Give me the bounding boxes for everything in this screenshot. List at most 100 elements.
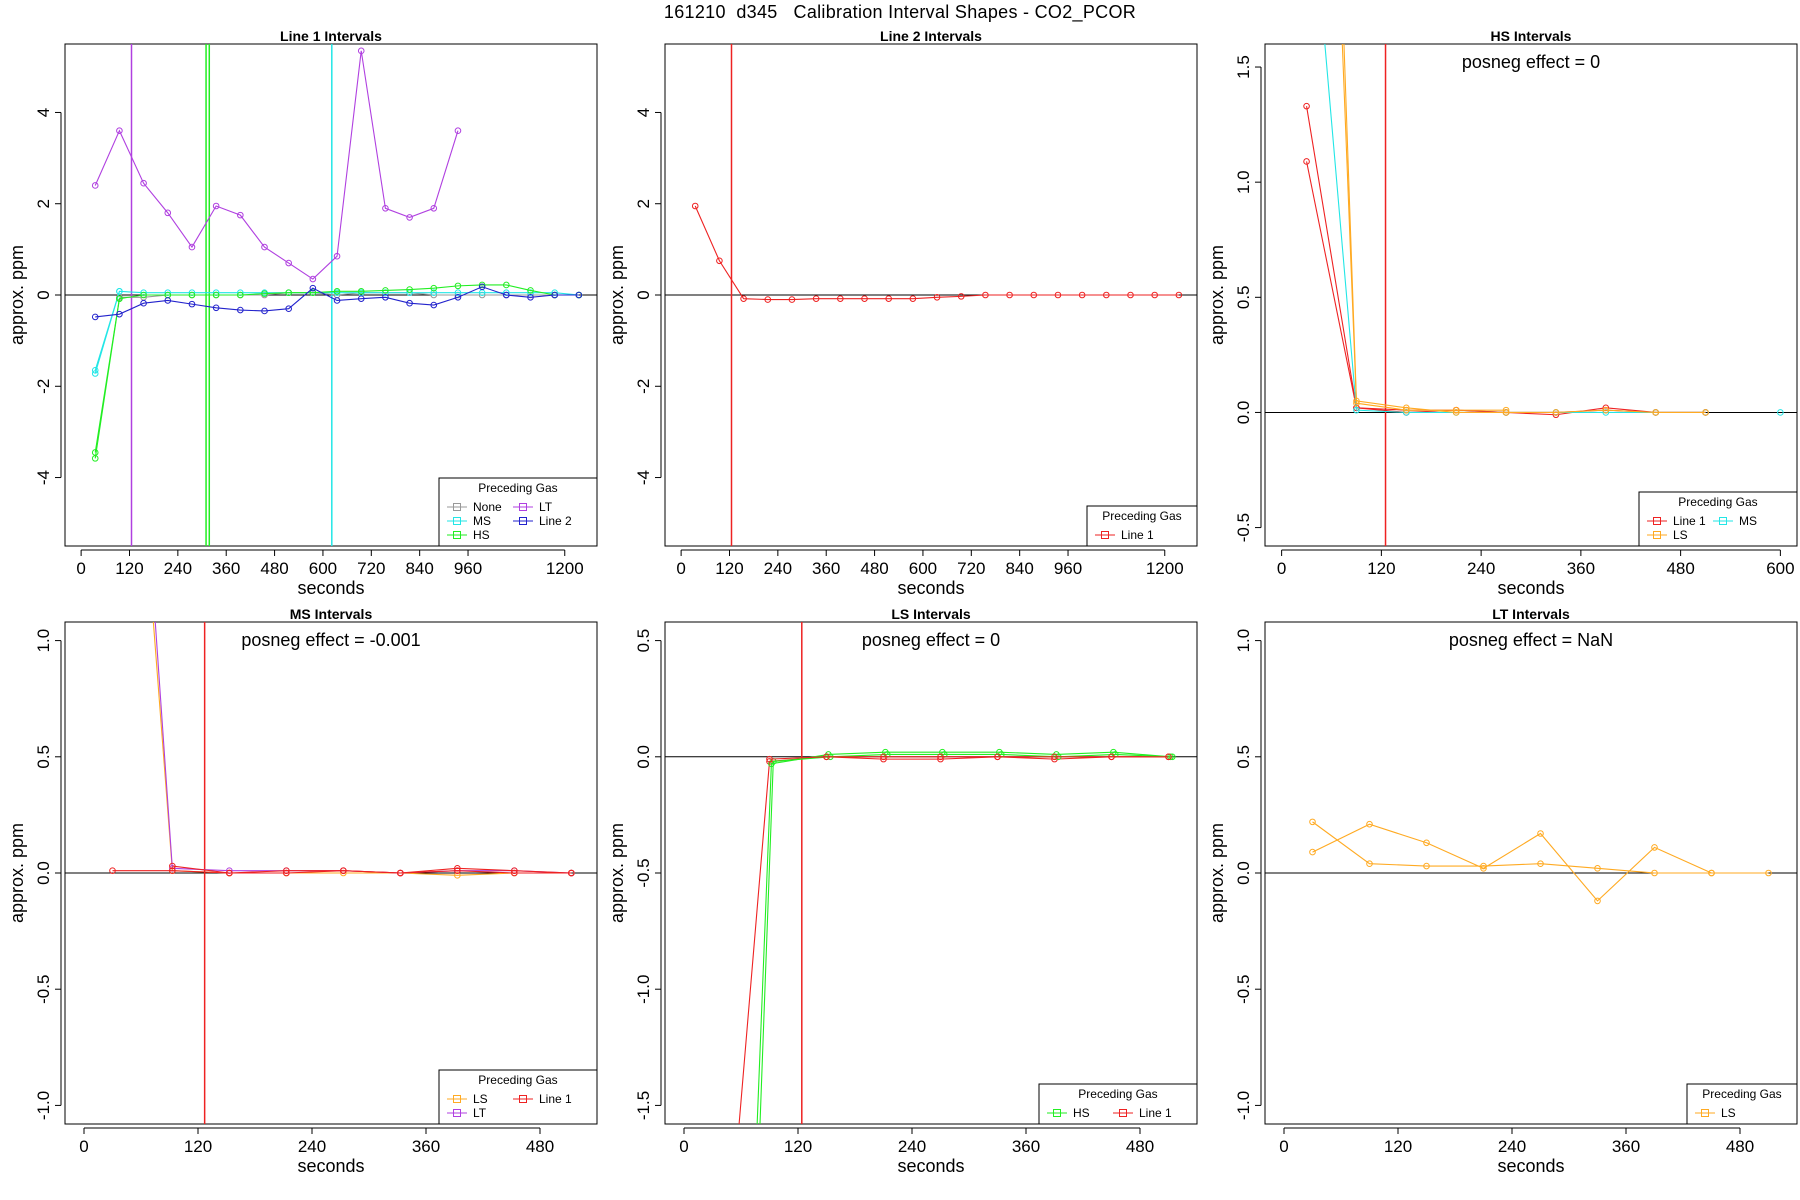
data-point-lt xyxy=(91,182,99,189)
data-point-line-2 xyxy=(261,307,268,315)
series-line-line-1 xyxy=(1306,161,1706,413)
data-point-line-1 xyxy=(169,867,176,874)
legend: Preceding Gas Line 1 xyxy=(1086,505,1198,547)
legend-marker-hs xyxy=(453,531,461,539)
legend-marker-ms xyxy=(1719,517,1727,525)
data-point-ls xyxy=(1353,399,1360,407)
data-point-hs xyxy=(212,291,220,299)
data-point-line-1 xyxy=(1151,291,1158,299)
panel-title: HS Intervals xyxy=(1491,28,1572,44)
data-point-hs xyxy=(91,455,99,462)
data-point-ls xyxy=(1537,830,1544,837)
x-tick-label: 360 xyxy=(812,559,840,578)
data-point-line-1 xyxy=(812,295,820,302)
plot-frame xyxy=(664,621,1198,1125)
data-point-ls xyxy=(1765,869,1772,877)
data-point-line-1 xyxy=(1103,291,1110,299)
legend-entry-none: None xyxy=(473,500,502,514)
data-point-line-1 xyxy=(1054,291,1062,299)
data-point-line-1 xyxy=(1006,291,1013,299)
data-point-ms xyxy=(116,288,123,295)
legend-entry-line-1: Line 1 xyxy=(539,1092,572,1106)
data-point-line-1 xyxy=(909,295,917,302)
data-point-lt xyxy=(188,243,196,251)
plot-area xyxy=(65,622,597,1124)
panel-title: LS Intervals xyxy=(891,606,971,622)
data-point-line-1 xyxy=(169,862,176,870)
legend-box xyxy=(1638,491,1798,547)
data-point-lt xyxy=(237,211,244,219)
panel-ls-intervals: LS Intervals 0 120 240 360 480 -1.5 -1.0 -0.5 0.0… xyxy=(607,606,1198,1176)
x-tick-label: 120 xyxy=(115,559,143,578)
data-point-line-1 xyxy=(1165,753,1172,761)
data-point-ls xyxy=(1480,865,1487,872)
x-tick-label: 120 xyxy=(184,1137,212,1156)
y-tick-label: 1.5 xyxy=(1234,55,1253,79)
data-point-line-2 xyxy=(237,306,244,314)
data-point-ls xyxy=(1702,409,1709,416)
series-line-ls xyxy=(1341,44,1507,411)
data-point-line-1 xyxy=(1051,753,1058,761)
legend: Preceding Gas Line 1 MS LS xyxy=(1638,491,1798,547)
y-tick-label: 2 xyxy=(634,199,653,208)
series-line-ls xyxy=(1312,823,1712,902)
y-tick-label: -4 xyxy=(34,470,53,485)
data-point-ls xyxy=(1309,848,1316,856)
data-point-line-1 xyxy=(766,755,773,763)
posneg-annotation: posneg effect = -0.001 xyxy=(241,630,420,650)
y-axis-label: approx. ppm xyxy=(7,823,27,923)
y-tick-label: -1.0 xyxy=(1234,1091,1253,1120)
y-tick-label: 1.0 xyxy=(34,629,53,653)
x-tick-label: 480 xyxy=(860,559,888,578)
y-tick-label: -0.5 xyxy=(634,858,653,887)
data-point-line-1 xyxy=(764,296,772,303)
series-line-lt xyxy=(154,622,572,874)
series-line-ls xyxy=(152,622,572,876)
x-tick-label: 480 xyxy=(260,559,288,578)
data-point-line-1 xyxy=(740,295,747,302)
legend-marker-line-1 xyxy=(1653,517,1661,525)
x-axis-label: seconds xyxy=(897,1156,964,1176)
legend-box xyxy=(1686,1083,1798,1125)
series-line-line-1 xyxy=(172,865,572,874)
data-point-line-1 xyxy=(937,753,944,761)
y-tick-label: 1.0 xyxy=(1234,170,1253,194)
data-point-lt xyxy=(261,243,268,251)
x-tick-label: 240 xyxy=(1467,559,1495,578)
data-point-line-2 xyxy=(357,295,365,302)
legend-entry-ls: LS xyxy=(473,1092,488,1106)
data-point-line-1 xyxy=(1175,291,1183,299)
data-point-line-1 xyxy=(885,295,892,302)
data-point-hs xyxy=(430,284,438,292)
data-point-line-1 xyxy=(397,869,404,877)
y-axis-label: approx. ppm xyxy=(607,245,627,345)
series-line-hs xyxy=(759,753,1173,1124)
series-line-line-1 xyxy=(1306,106,1706,416)
data-point-ls xyxy=(1651,869,1658,877)
y-tick-label: 0.0 xyxy=(34,861,53,885)
legend-marker-line-1 xyxy=(1119,1109,1127,1117)
data-point-line-2 xyxy=(91,313,99,321)
data-point-line-1 xyxy=(1078,291,1086,299)
legend-entry-lt: LT xyxy=(473,1106,487,1120)
series-line-ms xyxy=(1324,44,1706,413)
data-point-line-2 xyxy=(333,297,341,304)
data-point-lt xyxy=(406,214,413,221)
plot-area xyxy=(1265,818,1797,905)
data-point-line-2 xyxy=(116,310,123,318)
legend-entry-line-1: Line 1 xyxy=(1139,1106,1172,1120)
x-tick-label: 1200 xyxy=(546,559,584,578)
data-point-line-1 xyxy=(994,753,1001,761)
data-point-hs xyxy=(309,289,317,297)
data-point-line-1 xyxy=(454,867,461,874)
plot-area xyxy=(1265,44,1797,546)
x-tick-label: 240 xyxy=(764,559,792,578)
data-point-ls xyxy=(1552,409,1560,416)
legend-marker-lt xyxy=(453,1109,461,1117)
data-point-ms xyxy=(454,289,462,297)
x-tick-label: 0 xyxy=(79,1137,88,1156)
data-point-lt xyxy=(430,204,438,212)
y-axis-label: approx. ppm xyxy=(1207,245,1227,345)
legend-marker-lt xyxy=(519,503,527,511)
